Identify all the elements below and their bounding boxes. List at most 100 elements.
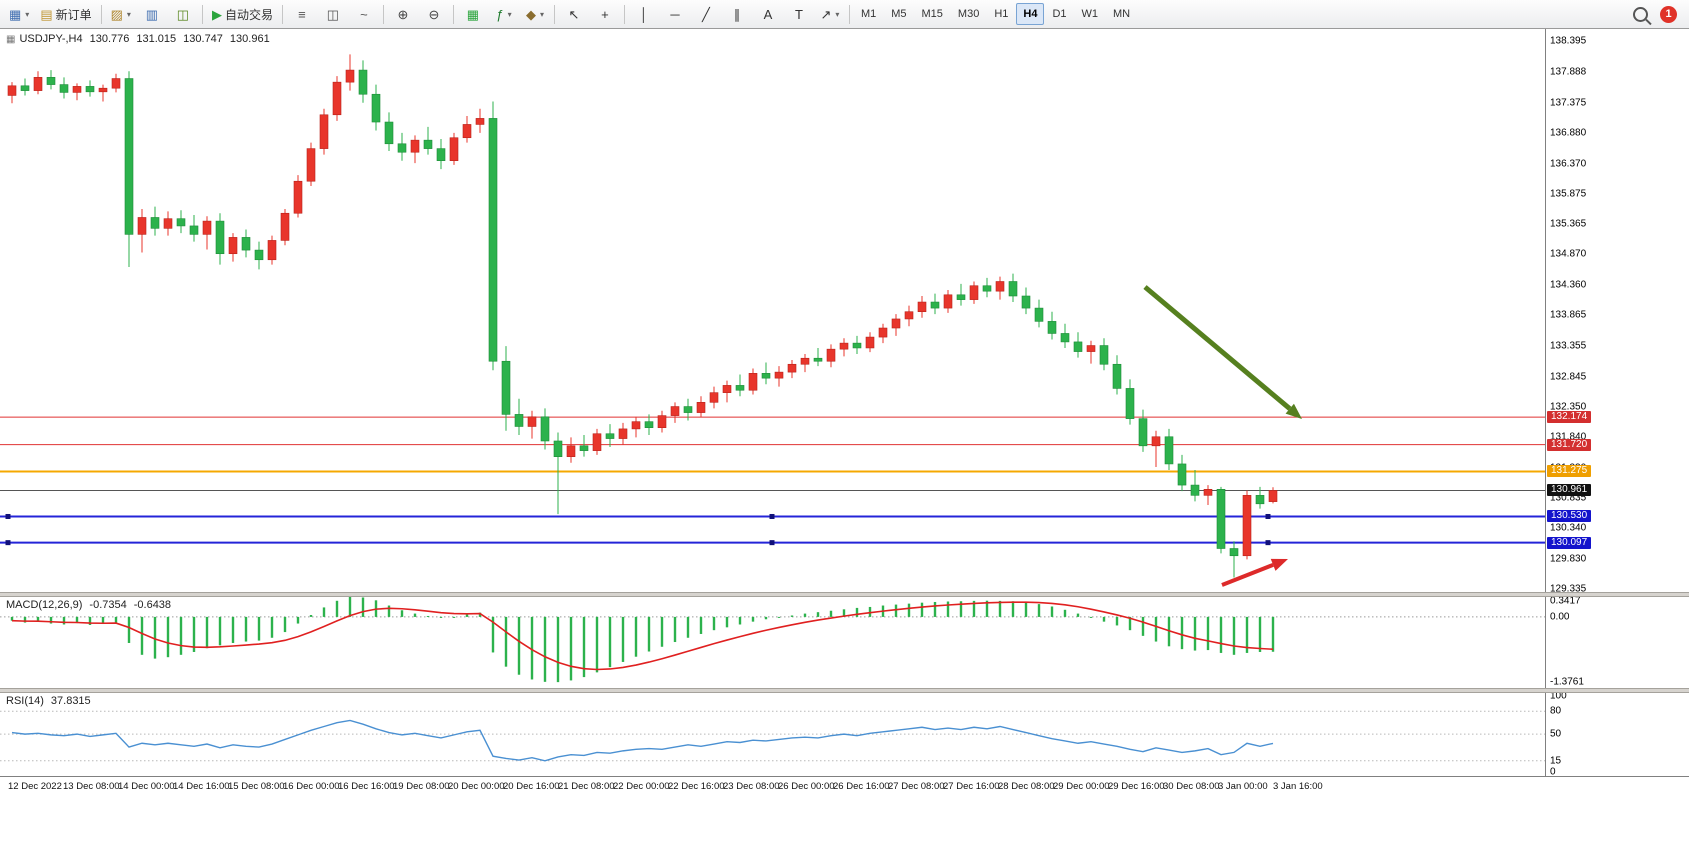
candlestick-series — [7, 54, 1278, 578]
time-axis-label: 20 Dec 16:00 — [503, 781, 560, 792]
toolbar-items: ▦ ▾ ▤ 新订单 ▨ ▾ ▥ ◫ ▶ 自动交易 ≡ ◫ ~ ⊕ ⊖ ▦ ƒ ▾ ◆ ▾ ↖ + │ ─ ╱ ∥ A T ↗ ▾ M1 M5 M… — [4, 2, 1137, 26]
rsi-axis-label: 0 — [1550, 766, 1556, 778]
support-line-1-handle[interactable] — [5, 513, 11, 519]
chart-high: 131.015 — [136, 33, 177, 45]
market-watch-icon[interactable]: ▥ — [137, 2, 167, 26]
rsi-axis[interactable]: 100 80 50 15 0 — [1545, 691, 1689, 778]
vertical-line-tool[interactable]: │ — [629, 2, 659, 26]
autotrade-button[interactable]: ▶ 自动交易 — [207, 2, 278, 26]
horizontal-line-tool[interactable]: ─ — [660, 2, 690, 26]
support-line-1-handle[interactable] — [769, 513, 775, 519]
trendline-tool[interactable]: ╱ — [691, 2, 721, 26]
time-axis[interactable]: 12 Dec 2022 13 Dec 08:00 14 Dec 00:00 14 De… — [0, 776, 1689, 799]
rsi-plot[interactable] — [0, 693, 1545, 776]
timeframe-h4[interactable]: H4 — [1016, 3, 1045, 25]
chart-close: 130.961 — [229, 33, 270, 45]
candlestick-chart-button[interactable]: ◫ — [318, 2, 348, 26]
toolbar: ▦ ▾ ▤ 新订单 ▨ ▾ ▥ ◫ ▶ 自动交易 ≡ ◫ ~ ⊕ ⊖ ▦ ƒ ▾ ◆ ▾ ↖ + │ ─ ╱ ∥ A T ↗ ▾ M1 M5 M… — [0, 0, 1689, 29]
time-axis-label: 22 Dec 16:00 — [668, 781, 725, 792]
notification-badge[interactable]: 1 — [1660, 5, 1677, 23]
price-tick-label: 129.335 — [1550, 583, 1587, 595]
price-tick-label: 136.880 — [1550, 127, 1587, 139]
rsi-name: RSI(14) — [6, 695, 44, 707]
search-icon[interactable] — [1633, 6, 1648, 22]
price-tick-label: 132.845 — [1550, 371, 1587, 383]
panel-separator-1[interactable] — [0, 592, 1689, 597]
macd-plot[interactable] — [0, 597, 1545, 688]
tile-windows-button[interactable]: ▦ — [458, 2, 488, 26]
pivot-line-tag: 131.275 — [1547, 465, 1592, 478]
macd-axis-label: 0.00 — [1550, 611, 1570, 623]
channel-tool[interactable]: ∥ — [722, 2, 752, 26]
price-tick-label: 136.370 — [1550, 158, 1587, 170]
zoom-in-button[interactable]: ⊕ — [388, 2, 418, 26]
timeframe-h1[interactable]: H1 — [994, 8, 1009, 20]
price-tick-label: 133.355 — [1550, 340, 1587, 352]
time-axis-label: 26 Dec 16:00 — [833, 781, 890, 792]
chart-low: 130.747 — [183, 33, 223, 45]
templates-button-caret: ▾ — [539, 9, 544, 19]
zoom-out-button[interactable]: ⊖ — [419, 2, 449, 26]
timeframe-d1[interactable]: D1 — [1052, 8, 1067, 20]
zoom-out-button-icon: ⊖ — [428, 6, 440, 22]
time-axis-label: 30 Dec 08:00 — [1163, 781, 1220, 792]
label-tool[interactable]: T — [784, 2, 814, 26]
toolbar-separator — [100, 4, 102, 24]
reversal-arrow[interactable] — [1221, 563, 1274, 587]
cursor-tool-icon: ↖ — [568, 6, 580, 22]
candlestick-chart-button-icon: ◫ — [326, 6, 340, 22]
horizontal-line-tool-icon: ─ — [670, 6, 680, 22]
macd-axis[interactable]: 0.3417 0.00 -1.3761 — [1545, 595, 1689, 688]
price-tick-label: 130.340 — [1550, 522, 1587, 534]
macd-value-main: -0.7354 — [89, 599, 127, 611]
time-axis-label: 12 Dec 2022 — [8, 781, 62, 792]
support-line-2-handle[interactable] — [769, 540, 775, 546]
timeframe-m30[interactable]: M30 — [957, 8, 980, 20]
autotrade-button-label: 自动交易 — [224, 7, 273, 22]
timeframe-mn[interactable]: MN — [1113, 8, 1131, 20]
price-tick-label: 138.395 — [1550, 35, 1587, 47]
rsi-line — [11, 719, 1274, 762]
time-axis-label: 15 Dec 08:00 — [228, 781, 285, 792]
macd-value-signal: -0.6438 — [133, 599, 172, 611]
text-tool[interactable]: A — [753, 2, 783, 26]
timeframe-m1[interactable]: M1 — [860, 8, 877, 20]
support-line-2-tag: 130.097 — [1547, 536, 1592, 549]
macd-histogram — [10, 597, 1275, 683]
price-tick-label: 134.360 — [1550, 279, 1587, 291]
downtrend-arrow[interactable] — [1143, 285, 1292, 411]
arrows-tool[interactable]: ↗ ▾ — [815, 2, 845, 26]
timeframe-m5[interactable]: M5 — [891, 8, 907, 20]
profiles-icon[interactable]: ▨ ▾ — [106, 2, 136, 26]
price-tick-label: 137.888 — [1550, 66, 1587, 78]
cursor-tool[interactable]: ↖ — [559, 2, 589, 26]
panel-separator-2[interactable] — [0, 688, 1689, 693]
profiles-icon-icon: ▨ — [110, 6, 123, 22]
text-tool-icon: A — [763, 6, 773, 22]
new-chart-button-icon: ▦ — [9, 6, 22, 22]
data-window-icon[interactable]: ◫ — [168, 2, 198, 26]
new-order-button[interactable]: ▤ 新订单 — [35, 2, 96, 26]
templates-button[interactable]: ◆ ▾ — [520, 2, 550, 26]
toolbar-separator — [553, 4, 555, 24]
indicators-button[interactable]: ƒ ▾ — [489, 2, 519, 26]
price-axis[interactable]: 138.395 137.888 137.375 136.880 136.370 135.8… — [1545, 29, 1689, 595]
support-line-2-handle[interactable] — [5, 540, 11, 546]
toolbar-separator — [382, 4, 384, 24]
support-line-1-handle[interactable] — [1265, 513, 1271, 519]
line-chart-button[interactable]: ~ — [349, 2, 379, 26]
crosshair-tool[interactable]: + — [590, 2, 620, 26]
time-axis-label: 21 Dec 08:00 — [558, 781, 615, 792]
timeframe-w1[interactable]: W1 — [1081, 8, 1099, 20]
toolbar-separator — [281, 4, 283, 24]
price-tick-label: 133.865 — [1550, 309, 1587, 321]
new-chart-button[interactable]: ▦ ▾ — [4, 2, 34, 26]
chart-symbol: USDJPY-,H4 — [19, 33, 83, 45]
timeframe-m15[interactable]: M15 — [921, 8, 943, 20]
time-axis-label: 28 Dec 08:00 — [998, 781, 1055, 792]
support-line-2-handle[interactable] — [1265, 540, 1271, 546]
main-chart-plot[interactable] — [0, 29, 1545, 592]
price-tick-label: 137.375 — [1550, 97, 1587, 109]
bar-chart-button[interactable]: ≡ — [287, 2, 317, 26]
